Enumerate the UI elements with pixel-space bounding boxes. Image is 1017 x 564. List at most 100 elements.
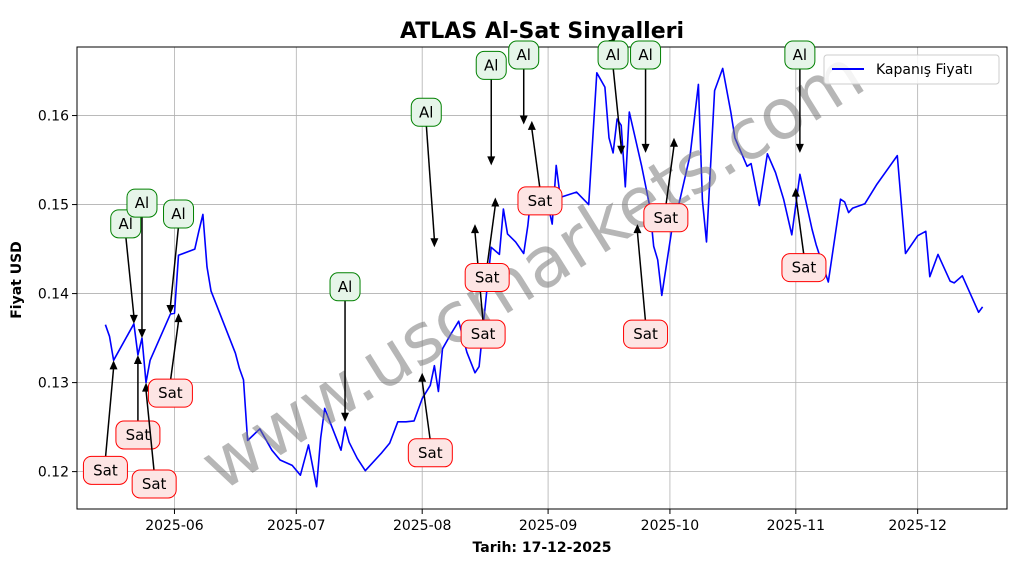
signal-label-box — [623, 319, 669, 349]
plot-frame — [76, 46, 1008, 510]
signal-label-box — [410, 97, 442, 127]
arrow-head — [137, 329, 146, 339]
arrow-head — [418, 372, 427, 382]
sell-label: Sat — [158, 384, 183, 402]
x-tick-label: 2025-07 — [267, 518, 326, 534]
y-tick-label: 0.14 — [38, 287, 69, 303]
signal-label-box — [781, 253, 827, 283]
signal-label-box — [163, 199, 195, 229]
signal-label-box — [630, 40, 662, 70]
x-tick-label: 2025-12 — [888, 518, 947, 534]
signal-arrow — [421, 380, 432, 441]
arrow-head — [669, 137, 678, 147]
arrow-head — [617, 145, 626, 155]
signal-label-box — [329, 272, 361, 302]
sell-signal: Sat — [623, 224, 669, 349]
buy-signal: Al — [110, 209, 142, 324]
signal-label-box — [115, 420, 161, 450]
signal-arrow — [531, 128, 541, 189]
signal-arrow — [169, 225, 180, 307]
buy-signal: Al — [126, 188, 158, 339]
y-tick-label: 0.16 — [38, 109, 69, 125]
y-tick-label: 0.12 — [38, 465, 69, 481]
annotations: AlAlAlSatSatSatSatAlSatAlAlSatSatAlSatAl… — [82, 40, 827, 499]
y-tick-label: 0.13 — [38, 376, 69, 392]
legend-box — [823, 54, 1000, 85]
buy-label: Al — [793, 46, 807, 64]
arrow-head — [174, 313, 183, 323]
buy-signal: Al — [163, 199, 195, 315]
sell-signal: Sat — [407, 372, 453, 468]
buy-signal: Al — [630, 40, 662, 153]
signal-label-box — [464, 262, 510, 292]
sell-signal: Sat — [115, 355, 161, 450]
x-tick-label: 2025-09 — [519, 518, 578, 534]
sell-signal: Sat — [131, 382, 177, 499]
y-tick-label: 0.15 — [38, 198, 69, 214]
arrow-head — [430, 238, 439, 248]
buy-signal: Al — [784, 40, 816, 153]
arrow-head — [641, 143, 650, 153]
arrow-head — [795, 143, 804, 153]
arrow-head — [166, 305, 175, 315]
watermark: www.uscmarkets.com — [187, 33, 878, 507]
buy-label: Al — [606, 46, 620, 64]
sell-label: Sat — [126, 426, 151, 444]
signal-label-box — [460, 319, 506, 349]
signal-label-box — [784, 40, 816, 70]
x-tick-label: 2025-11 — [767, 518, 826, 534]
buy-label: Al — [517, 46, 531, 64]
signal-arrow — [124, 235, 135, 316]
signal-label-box — [147, 378, 193, 408]
signal-label-box — [131, 469, 177, 499]
sell-signal: Sat — [517, 120, 563, 216]
chart-title: ATLAS Al-Sat Sinyalleri — [400, 19, 684, 44]
arrow-head — [519, 115, 528, 125]
arrow-head — [129, 314, 138, 324]
signal-label-box — [407, 438, 453, 468]
sell-label: Sat — [475, 268, 500, 286]
sell-signal: Sat — [460, 224, 506, 349]
sell-label: Sat — [93, 461, 118, 479]
sell-signal: Sat — [147, 313, 193, 408]
sell-label: Sat — [792, 259, 817, 277]
buy-signal: Al — [410, 97, 442, 248]
signal-arrow — [145, 390, 155, 473]
buy-signal: Al — [508, 40, 540, 125]
buy-signal: Al — [475, 50, 507, 166]
x-tick-label: 2025-06 — [145, 518, 204, 534]
sell-label: Sat — [142, 475, 167, 493]
buy-label: Al — [338, 278, 352, 296]
x-tick-label: 2025-08 — [393, 518, 452, 534]
signal-arrow — [104, 368, 115, 459]
buy-label: Al — [638, 46, 652, 64]
buy-label: Al — [419, 103, 433, 121]
signal-arrow — [425, 124, 436, 240]
buy-label: Al — [119, 215, 133, 233]
signal-label-box — [82, 455, 128, 485]
sell-label: Sat — [654, 209, 679, 227]
y-axis-label: Fiyat USD — [9, 241, 25, 319]
arrow-head — [527, 120, 536, 130]
legend: Kapanış Fiyatı — [823, 54, 1000, 85]
sell-label: Sat — [528, 192, 553, 210]
signal-label-box — [517, 186, 563, 216]
arrow-head — [341, 412, 350, 422]
legend-label: Kapanış Fiyatı — [876, 62, 973, 78]
arrow-head — [109, 360, 118, 370]
signal-label-box — [475, 50, 507, 80]
signal-arrow — [612, 66, 622, 147]
arrow-head — [470, 224, 479, 234]
signal-arrow — [169, 321, 180, 382]
buy-label: Al — [171, 205, 185, 223]
signal-label-box — [643, 203, 689, 233]
arrow-head — [633, 224, 642, 234]
sell-signal: Sat — [464, 197, 510, 292]
arrow-head — [491, 197, 500, 207]
sell-signal: Sat — [781, 187, 827, 283]
arrow-head — [487, 156, 496, 166]
signal-arrow — [486, 205, 497, 266]
signal-label-box — [597, 40, 629, 70]
x-tick-label: 2025-10 — [641, 518, 700, 534]
